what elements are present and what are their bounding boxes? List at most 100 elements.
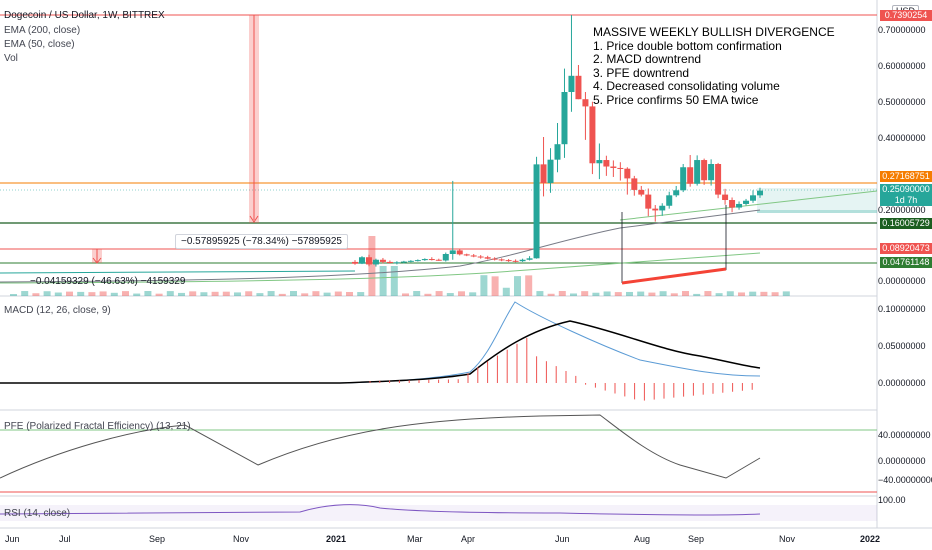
- candle-body: [393, 262, 400, 264]
- volume-bar: [267, 291, 275, 296]
- candle-body: [533, 164, 540, 259]
- study-ema200[interactable]: EMA (200, close): [4, 25, 81, 36]
- candle-body: [372, 259, 379, 265]
- candle-body: [512, 260, 519, 262]
- candle-body: [554, 144, 561, 160]
- volume-bar: [592, 292, 600, 296]
- candle-body: [750, 195, 757, 201]
- target-zone-edge: [757, 210, 877, 213]
- candle-body: [477, 256, 484, 258]
- volume-bar: [670, 293, 678, 296]
- rsi-tick: 100.00: [878, 495, 906, 505]
- volume-bar: [614, 292, 622, 296]
- note-line: 5. Price confirms 50 EMA twice: [593, 92, 759, 107]
- candle-body: [498, 259, 505, 261]
- volume-bar: [379, 266, 387, 296]
- time-tick: Sep: [149, 534, 166, 544]
- price-badge-high: 0.7390254: [880, 10, 932, 21]
- volume-bar: [682, 291, 689, 296]
- candle-body: [365, 257, 372, 265]
- study-ema50[interactable]: EMA (50, close): [4, 39, 75, 50]
- pfe-tick: −40.00000000: [878, 475, 932, 485]
- price-badge-support: 0.16005729: [880, 218, 932, 229]
- candle-body: [470, 255, 477, 257]
- candle-body: [701, 160, 708, 181]
- volume-bar: [222, 291, 230, 296]
- volume-bar: [10, 294, 17, 296]
- macd-line: [0, 320, 761, 384]
- volume-bar: [122, 291, 129, 296]
- price-badge-green-line: 0.04761148: [880, 257, 932, 268]
- price-tick: 0.20000000: [878, 205, 926, 215]
- volume-bar: [278, 293, 286, 296]
- volume-bar: [77, 291, 85, 296]
- candle-body: [743, 200, 750, 204]
- candle-body: [652, 208, 659, 211]
- price-badge-red-line: 0.08920473: [880, 243, 932, 254]
- price-badge-last: 0.25090000: [880, 184, 932, 195]
- volume-bar: [749, 291, 757, 296]
- volume-bar: [256, 293, 264, 296]
- volume-bar: [458, 291, 465, 296]
- volume-bar: [525, 275, 533, 296]
- pfe-line: [0, 414, 761, 479]
- time-tick: 2021: [326, 534, 347, 544]
- candle-body: [379, 259, 386, 262]
- chart-title: Dogecoin / US Dollar, 1W, BITTREX: [4, 10, 165, 21]
- candle-body: [708, 164, 715, 181]
- note-line: 4. Decreased consolidating volume: [593, 79, 780, 93]
- time-tick: Aug: [634, 534, 651, 544]
- candle-body: [694, 160, 701, 184]
- time-tick: 2022: [860, 534, 881, 544]
- measure-arrowhead: [92, 257, 102, 264]
- volume-bar: [704, 291, 712, 296]
- price-tick: 0.50000000: [878, 97, 926, 107]
- volume-bar: [413, 291, 421, 296]
- candle-body: [638, 189, 645, 195]
- volume-bar: [189, 291, 197, 296]
- early-price-line: [0, 270, 356, 274]
- volume-bar: [66, 291, 73, 296]
- volume-bar: [346, 291, 353, 296]
- volume-bar: [547, 293, 555, 296]
- candle-body: [568, 75, 575, 92]
- time-tick: Nov: [233, 534, 250, 544]
- measure-label-big: −0.57895925 (−78.34%) −57895925: [175, 234, 348, 249]
- candle-body: [442, 254, 449, 261]
- candle-body: [659, 205, 666, 211]
- candle-body: [673, 190, 680, 196]
- volume-bar: [133, 293, 141, 296]
- candle-body: [358, 257, 365, 264]
- volume-bar: [312, 291, 320, 296]
- volume-bar: [782, 291, 790, 296]
- time-tick: Nov: [779, 534, 796, 544]
- candle-body: [421, 259, 428, 261]
- candle-body: [610, 166, 617, 168]
- trend-line: [619, 190, 878, 221]
- candle-body: [519, 259, 526, 262]
- note-line: 2. MACD downtrend: [593, 52, 702, 66]
- time-tick: Apr: [461, 534, 476, 544]
- volume-bar: [21, 291, 29, 296]
- volume-bar: [234, 292, 241, 296]
- price-badge-countdown: 1d 7h: [880, 195, 932, 206]
- pfe-title[interactable]: PFE (Polarized Fractal Efficiency) (13, …: [4, 421, 191, 432]
- volume-bar: [99, 291, 107, 296]
- candle-body: [645, 194, 652, 209]
- volume-bar: [390, 266, 398, 296]
- candle-body: [428, 259, 435, 261]
- macd-tick: 0.05000000: [878, 341, 926, 351]
- candle-body: [596, 160, 603, 164]
- volume-bar: [435, 291, 443, 296]
- volume-bar: [446, 293, 454, 296]
- candle-body: [505, 260, 512, 262]
- volume-bar: [603, 291, 611, 296]
- volume-bar: [469, 292, 477, 296]
- macd-title[interactable]: MACD (12, 26, close, 9): [4, 305, 111, 316]
- volume-bar: [648, 292, 656, 296]
- volume-bar: [581, 291, 589, 296]
- candle-body: [414, 260, 421, 262]
- study-volume[interactable]: Vol: [4, 53, 18, 64]
- rsi-title[interactable]: RSI (14, close): [4, 508, 71, 519]
